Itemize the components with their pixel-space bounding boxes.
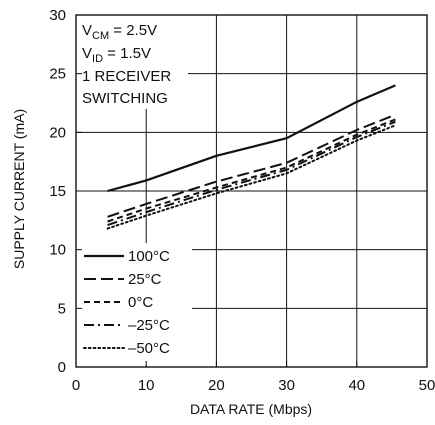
annotation-background bbox=[76, 15, 188, 109]
legend-label: 100°C bbox=[128, 248, 170, 265]
series-line bbox=[107, 118, 396, 223]
series-line bbox=[106, 124, 397, 230]
series-line bbox=[107, 113, 396, 218]
annotation-vcm: VCM = 2.5V bbox=[82, 22, 157, 42]
plot-area bbox=[106, 84, 397, 230]
annotation-switching: SWITCHING bbox=[82, 90, 168, 107]
legend-label: 25°C bbox=[128, 271, 162, 288]
y-tick-label: 20 bbox=[49, 124, 66, 141]
legend-label: 0°C bbox=[128, 294, 153, 311]
annotation-vid: VID = 1.5V bbox=[82, 45, 151, 65]
y-tick-label: 0 bbox=[58, 359, 66, 376]
y-axis-label: SUPPLY CURRENT (mA) bbox=[11, 109, 27, 269]
axes: 0 10 20 30 40 50 0 5 10 15 20 25 30 bbox=[49, 7, 435, 394]
y-tick-label: 10 bbox=[49, 242, 66, 259]
y-tick-label: 15 bbox=[49, 183, 66, 200]
y-tick-label: 5 bbox=[58, 300, 66, 317]
x-axis-label: DATA RATE (Mbps) bbox=[190, 401, 312, 417]
legend-background bbox=[76, 243, 192, 365]
series-line bbox=[107, 120, 396, 226]
x-tick-label: 0 bbox=[72, 377, 80, 394]
x-tick-label: 30 bbox=[278, 377, 295, 394]
conditions-annotation: VCM = 2.5V VID = 1.5V 1 RECEIVER SWITCHI… bbox=[76, 15, 188, 109]
legend-label: –25°C bbox=[128, 317, 170, 334]
y-tick-label: 25 bbox=[49, 66, 66, 83]
legend-label: –50°C bbox=[128, 340, 170, 357]
annotation-receiver-count: 1 RECEIVER bbox=[82, 68, 171, 85]
series-line bbox=[107, 84, 396, 193]
x-tick-label: 50 bbox=[419, 377, 435, 394]
x-tick-label: 20 bbox=[208, 377, 225, 394]
x-tick-label: 10 bbox=[138, 377, 155, 394]
y-tick-label: 30 bbox=[49, 7, 66, 24]
x-tick-label: 40 bbox=[348, 377, 365, 394]
legend: 100°C 25°C 0°C –25°C –50°C bbox=[76, 243, 192, 365]
